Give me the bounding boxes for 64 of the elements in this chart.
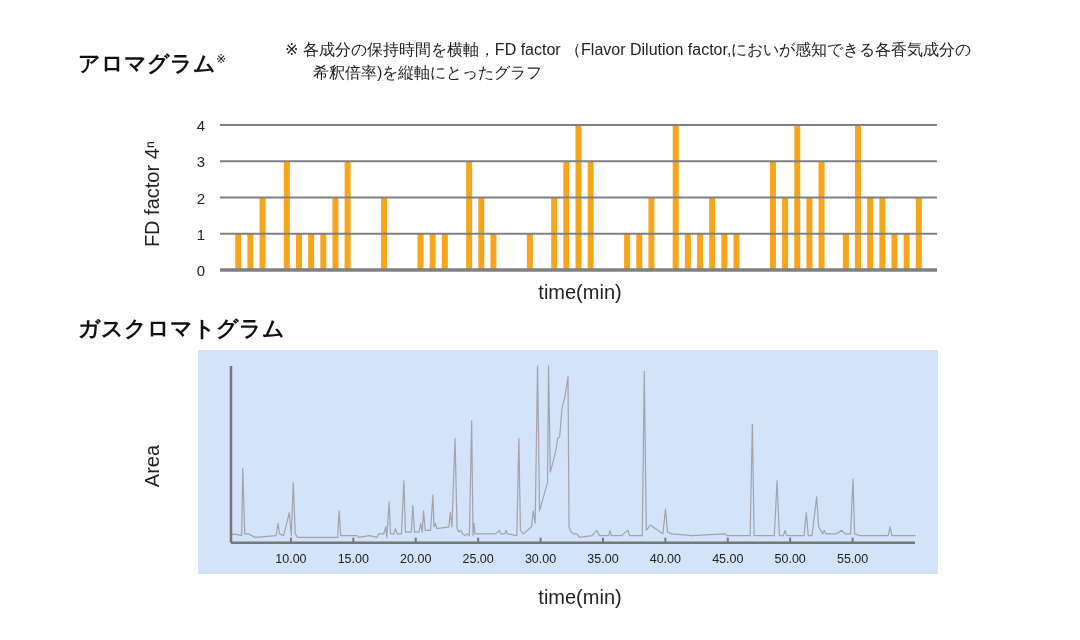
y-tick-label: 0 bbox=[196, 261, 206, 279]
x-tick-label: 15.00 bbox=[337, 551, 370, 566]
x-tick-label: 55.00 bbox=[836, 551, 869, 566]
x-tick-label: 50.00 bbox=[774, 551, 806, 566]
y-tick-label: 4 bbox=[196, 116, 206, 134]
x-tick-label: 25.00 bbox=[462, 551, 494, 566]
bar bbox=[709, 197, 716, 270]
x-tick-label: 35.00 bbox=[587, 551, 619, 566]
bar bbox=[684, 233, 691, 270]
bar bbox=[794, 125, 801, 270]
bar bbox=[587, 161, 594, 270]
bar bbox=[429, 233, 436, 270]
bar bbox=[697, 233, 704, 270]
bar bbox=[563, 161, 570, 270]
chart-title: アロマグラム$^{※}$ bbox=[78, 50, 227, 78]
bar bbox=[672, 125, 679, 270]
x-tick-label: 30.00 bbox=[524, 551, 557, 566]
bar bbox=[332, 197, 339, 270]
bar bbox=[490, 233, 497, 270]
bar bbox=[344, 161, 351, 270]
bar bbox=[818, 161, 825, 270]
bar bbox=[648, 197, 655, 270]
bar bbox=[769, 161, 776, 270]
bar bbox=[842, 233, 849, 270]
bar bbox=[891, 233, 898, 270]
bar bbox=[903, 233, 910, 270]
bar bbox=[478, 197, 485, 270]
bar bbox=[259, 197, 266, 270]
bar bbox=[551, 197, 558, 270]
chart-title: ガスクロマトグラム bbox=[78, 315, 285, 343]
x-tick-label: 40.00 bbox=[649, 551, 682, 566]
y-tick-label: 3 bbox=[196, 152, 206, 170]
bar bbox=[782, 197, 789, 270]
bar bbox=[636, 233, 643, 270]
bar bbox=[526, 233, 533, 270]
bar bbox=[381, 197, 388, 270]
y-tick-label: 1 bbox=[196, 225, 206, 243]
x-tick-label: 10.00 bbox=[275, 551, 307, 566]
text: ※ 各成分の保持時間を横軸，FD factor （Flavor Dilution factor,においが感知できる各香気成分の希釈倍率)を縦軸にとったグラフ bbox=[285, 40, 972, 83]
bar bbox=[855, 125, 862, 270]
bar bbox=[441, 233, 448, 270]
bar bbox=[733, 233, 740, 270]
bar bbox=[295, 233, 302, 270]
bar bbox=[247, 233, 254, 270]
bar bbox=[575, 125, 582, 270]
bar bbox=[721, 233, 728, 270]
y-tick-label: 2 bbox=[196, 189, 206, 206]
bar bbox=[867, 197, 874, 270]
x-axis-title: time(min) bbox=[538, 281, 622, 303]
bar bbox=[283, 161, 290, 270]
bar bbox=[320, 233, 327, 270]
bar bbox=[806, 197, 813, 270]
bar bbox=[417, 233, 424, 270]
y-axis-title: FD factor 4ⁿ bbox=[141, 140, 163, 248]
x-tick-label: 20.00 bbox=[400, 551, 432, 566]
bar bbox=[624, 233, 631, 270]
bar bbox=[466, 161, 473, 270]
x-tick-label: 45.00 bbox=[712, 551, 744, 566]
bar bbox=[308, 233, 315, 270]
bar bbox=[915, 197, 922, 270]
x-axis-title: time(min) bbox=[538, 586, 622, 608]
y-axis-title: Area bbox=[141, 444, 163, 488]
bar bbox=[235, 233, 242, 270]
bar bbox=[879, 197, 886, 270]
